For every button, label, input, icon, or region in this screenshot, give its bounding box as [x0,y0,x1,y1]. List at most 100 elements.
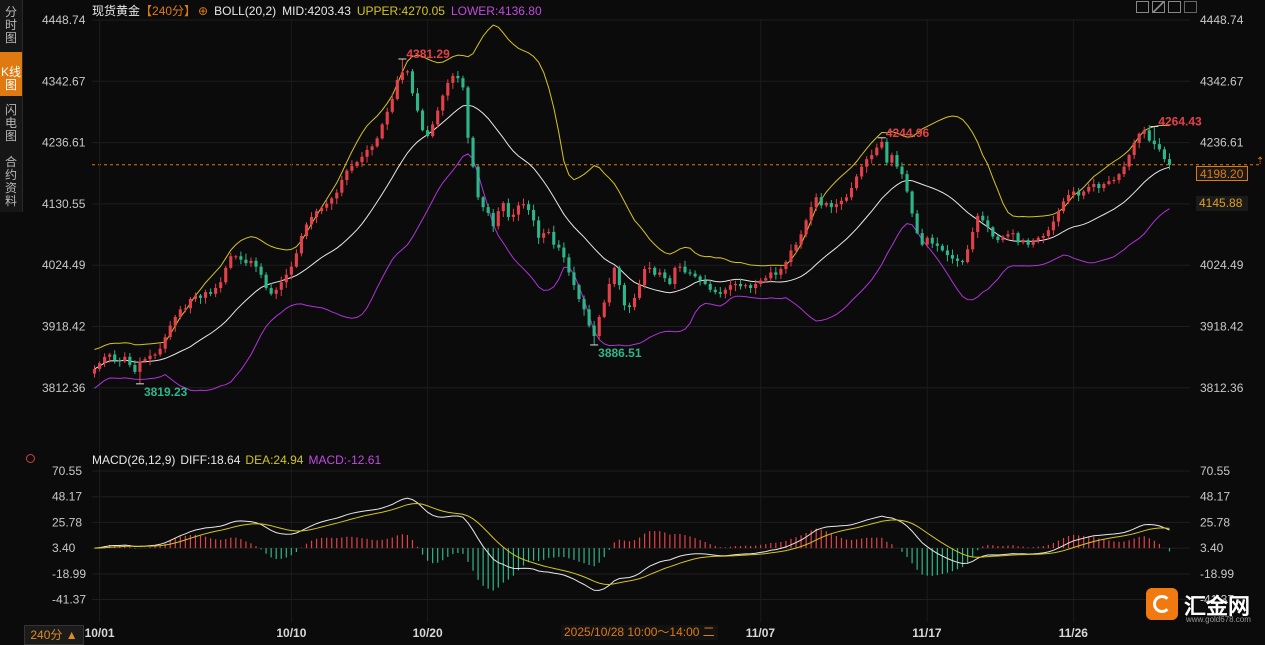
candle-body [632,297,637,308]
candle-body [945,250,949,256]
candle-body [1142,130,1146,134]
period-button[interactable]: 240分 ▲ [24,625,84,645]
macd-tick-label-left: -41.37 [52,593,86,607]
macd-settings-icon[interactable] [26,454,35,463]
candle-body [542,233,546,238]
candle-body [759,280,763,284]
boll-lower-line [94,153,1170,392]
candle-body [168,325,172,338]
candle-body [259,266,263,275]
candle-body [991,227,995,237]
candle-body [673,267,677,284]
candle-body [597,316,601,337]
candle-body [648,267,652,269]
close-icon[interactable] [1184,1,1197,13]
candle-body [1117,174,1121,180]
chart-options-icon[interactable] [1152,1,1165,13]
candle-body [925,237,929,245]
candle-body [279,282,283,290]
candle-body [749,285,753,289]
candle-body [1061,201,1066,212]
candle-body [274,289,278,294]
instrument-name: 现货黄金 [92,4,141,18]
candle-body [703,280,707,284]
candle-body [239,256,243,260]
candle-body [390,99,394,112]
price-tick-label: 4448.74 [1200,13,1244,27]
logo-site: www.gold678.com [1186,615,1251,624]
logo-mark-icon [1146,588,1178,620]
macd-tick-label: 25.78 [1200,515,1230,529]
candle-body [829,203,833,208]
candle-body [289,266,293,275]
boll-upper-value: UPPER:4270.05 [356,4,445,18]
candle-body [1102,183,1106,189]
candlesticks [92,58,1172,384]
candle-body [577,285,581,300]
candle-body [1162,149,1166,160]
candle-body [1087,186,1091,192]
candle-body [537,220,541,238]
candle-body [1077,191,1081,196]
settings-icon[interactable]: ⊕ [198,4,209,18]
high-price-label: 4244.96 [886,126,930,140]
tab-flash-chart[interactable]: 闪电图 [4,103,17,143]
candle-body [1021,240,1025,243]
candle-body [683,266,687,273]
tab-contract-info[interactable]: 合约资料 [4,155,17,208]
tab-kline-chart[interactable]: K线图 [0,52,22,96]
date-tick-label: 11/07 [746,626,776,640]
candle-body [133,364,137,372]
fullscreen-icon[interactable] [1136,1,1149,13]
candle-body [214,288,218,294]
boll-label[interactable]: BOLL(20,2) [214,4,277,18]
candle-body [789,250,793,263]
candle-body [1001,236,1005,241]
candle-body [441,95,445,111]
candle-body [1072,191,1076,195]
candle-body [1031,240,1035,245]
candle-body [476,166,480,198]
macd-header: MACD(26,12,9) DIFF:18.64 DEA:24.94 MACD:-12… [92,453,381,467]
candle-body [996,236,1000,241]
candle-body [355,162,359,167]
period-selector[interactable]: 【240分】 [140,4,197,18]
candle-body [224,267,228,283]
candle-body [405,71,409,73]
candle-body [562,247,566,258]
candle-body [592,325,596,337]
candle-body [1011,233,1015,235]
macd-label[interactable]: MACD(26,12,9) [92,453,176,467]
restore-icon[interactable] [1168,1,1181,13]
candle-body [461,78,465,88]
price-tick-label-left: 4342.67 [42,74,86,88]
candle-body [779,268,783,275]
candle-body [420,110,425,131]
price-tick-label: 4024.49 [1200,258,1244,272]
candle-body [668,278,672,284]
price-tick-label: 3812.36 [1200,381,1244,395]
price-tick-label-left: 4236.61 [42,136,86,150]
bollinger-bands [94,24,1170,392]
candle-body [643,268,647,286]
candle-body [804,220,808,235]
price-tick-label: 4236.61 [1200,136,1244,150]
candle-body [92,368,97,374]
candle-body [1167,159,1172,165]
candle-body [304,224,309,237]
candle-body [743,285,748,287]
candle-body [572,272,576,286]
tab-time-chart[interactable]: 分时图 [4,5,17,45]
candle-body [754,283,758,289]
candle-body [663,272,667,279]
macd-tick-label-left: 3.40 [52,541,76,555]
date-tick-label: 10/20 [413,626,443,640]
expand-arrow-icon[interactable]: ⇡ [1256,156,1265,167]
macd-tick-label-left: -18.99 [52,567,86,581]
crosshair-time-label: 2025/10/28 10:00～14:00 二 [561,625,718,640]
candle-body [1016,233,1020,243]
candle-body [203,292,208,298]
candle-body [723,289,727,294]
candle-body [557,244,561,248]
